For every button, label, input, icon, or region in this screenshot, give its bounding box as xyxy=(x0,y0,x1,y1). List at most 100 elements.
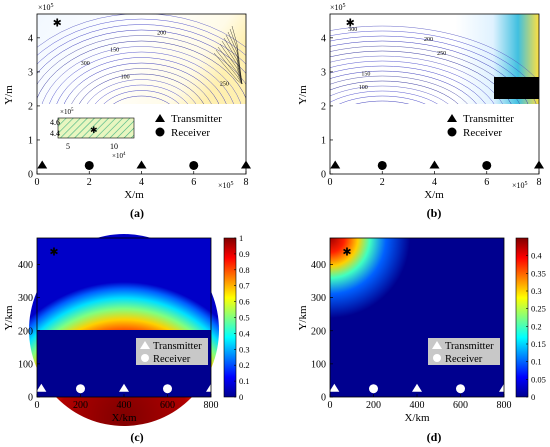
y-tick-label: 3 xyxy=(321,67,326,78)
contour-line xyxy=(219,43,243,85)
panel-a: 30015010050250200 ✱ 4.6 4.4 5 10 ×105 ×1… xyxy=(3,3,251,220)
station-markers-c: ✱ xyxy=(36,246,216,394)
x-tick-label: 400 xyxy=(410,400,425,411)
y-tick-label: 3 xyxy=(28,67,33,78)
x-tick-label: 0 xyxy=(328,177,333,188)
y-tick-label: 4 xyxy=(28,33,33,44)
axis-ticks-c: 0 200 400 600 800 0 100 200 300 400 xyxy=(18,260,219,411)
x-tick-label: 400 xyxy=(117,400,132,411)
y-tick-label: 200 xyxy=(311,326,326,337)
receiver-marker xyxy=(163,384,172,394)
contour-line xyxy=(330,70,486,127)
receiver-marker xyxy=(377,160,387,170)
x-tick-label: 0 xyxy=(328,400,333,411)
y-axis-label-b: Y/m xyxy=(297,85,309,105)
x-tick-label: 4 xyxy=(432,177,437,188)
legend-transmitter-label: Transmitter xyxy=(153,341,202,352)
colorbar-tick-label: 0.9 xyxy=(239,249,250,259)
panel-label-c: (c) xyxy=(130,430,143,444)
y-tick-label: 0 xyxy=(28,170,33,181)
x-axis-label-c: X/km xyxy=(111,412,137,424)
contour-line xyxy=(221,40,243,85)
contour-line xyxy=(37,29,246,74)
panel-d: Transmitter Receiver ✱ 0 200 400 600 800 0 100… xyxy=(297,237,546,444)
y-tick-label: 0 xyxy=(28,393,33,404)
target-marker: ✱ xyxy=(346,18,355,30)
inset-ytick-high: 4.6 xyxy=(50,118,60,127)
legend-transmitter-label: Transmitter xyxy=(463,113,514,125)
y-tick-label: 2 xyxy=(28,101,33,112)
y-tick-label: 300 xyxy=(18,293,33,304)
legend-receiver-label: Receiver xyxy=(171,127,210,139)
contour-label: 150 xyxy=(110,47,119,53)
x-axis-label-d: X/km xyxy=(404,412,430,424)
legend-c: Transmitter Receiver xyxy=(136,338,208,365)
colorbar-tick-label: 0.8 xyxy=(239,265,250,275)
contour-line xyxy=(215,49,243,85)
inset-x-exponent: ×104 xyxy=(112,152,126,160)
transmitter-marker xyxy=(429,160,440,169)
colorbar-tick-label: 0.6 xyxy=(239,297,250,307)
colorbar-ticks-c: 0 0.1 0.2 0.3 0.4 0.5 0.6 0.7 0.8 0.9 1 xyxy=(234,233,250,402)
axis-ticks-d: 0 200 400 600 800 0 100 200 300 400 xyxy=(311,260,512,411)
contour-line xyxy=(45,51,238,125)
dense-contour-band xyxy=(494,77,539,99)
legend-a: Transmitter Receiver xyxy=(155,113,222,139)
heatmap-field-c xyxy=(29,234,219,426)
inset-y-exponent: ×105 xyxy=(60,108,74,116)
inset-a: ✱ 4.6 4.4 5 10 ×105 ×104 xyxy=(50,108,135,160)
contour-line xyxy=(223,37,243,85)
x-tick-label: 800 xyxy=(497,400,512,411)
target-marker: ✱ xyxy=(53,18,62,30)
transmitter-marker xyxy=(412,383,422,392)
x-tick-label: 2 xyxy=(380,177,385,188)
receiver-marker xyxy=(369,384,378,394)
x-tick-label: 0 xyxy=(35,177,40,188)
y-axis-label-d: Y/km xyxy=(297,305,309,331)
transmitter-marker xyxy=(330,160,341,169)
x-tick-label: 6 xyxy=(484,177,489,188)
contour-line xyxy=(37,40,246,99)
contour-label: 250 xyxy=(220,81,229,87)
contour-line xyxy=(66,68,217,125)
legend-receiver-label: Receiver xyxy=(463,127,502,139)
contour-line xyxy=(330,60,502,127)
y-tick-label: 2 xyxy=(321,101,326,112)
contour-label: 150 xyxy=(361,71,370,77)
contour-line xyxy=(213,52,243,85)
colorbar-tick-label: 0.7 xyxy=(239,281,250,291)
colorbar-tick-label: 0.1 xyxy=(531,357,542,367)
legend-b: Transmitter Receiver xyxy=(447,113,514,139)
x-exponent-b: ×105 xyxy=(512,181,528,190)
transmitter-marker xyxy=(37,160,48,169)
colorbar-tick-label: 0.35 xyxy=(531,268,546,278)
y-tick-label: 400 xyxy=(18,260,33,271)
inset-xtick-10: 10 xyxy=(110,142,118,151)
x-tick-label: 600 xyxy=(160,400,175,411)
contour-label: 300 xyxy=(348,27,357,33)
panel-c: Transmitter Receiver ✱ 0 200 400 600 8000100… xyxy=(3,233,250,444)
heatmap-field-d xyxy=(330,238,410,318)
contour-line xyxy=(330,65,494,127)
y-tick-label: 1 xyxy=(321,135,326,146)
contour-line xyxy=(52,57,231,125)
x-tick-label: 4 xyxy=(139,177,144,188)
legend-transmitter-label: Transmitter xyxy=(171,113,222,125)
inset-xtick-5: 5 xyxy=(66,142,70,151)
colorbar-tick-label: 0.05 xyxy=(531,374,546,384)
contour-label: 300 xyxy=(81,61,90,67)
x-tick-label: 600 xyxy=(453,400,468,411)
receiver-marker xyxy=(189,160,199,170)
contour-line xyxy=(38,46,245,125)
y-exponent-a: ×105 xyxy=(38,3,54,12)
x-tick-label: 8 xyxy=(537,177,542,188)
x-exponent-a: ×105 xyxy=(218,181,234,190)
colorbar-tick-label: 0.2 xyxy=(531,321,542,331)
y-tick-label: 0 xyxy=(321,170,326,181)
x-axis-label-a: X/m xyxy=(124,189,144,201)
colorbar-tick-label: 0 xyxy=(239,392,243,402)
y-tick-label: 1 xyxy=(28,135,33,146)
contour-label: 250 xyxy=(437,51,446,57)
y-axis-label-c: Y/km xyxy=(3,305,15,331)
receiver-marker xyxy=(76,384,85,394)
